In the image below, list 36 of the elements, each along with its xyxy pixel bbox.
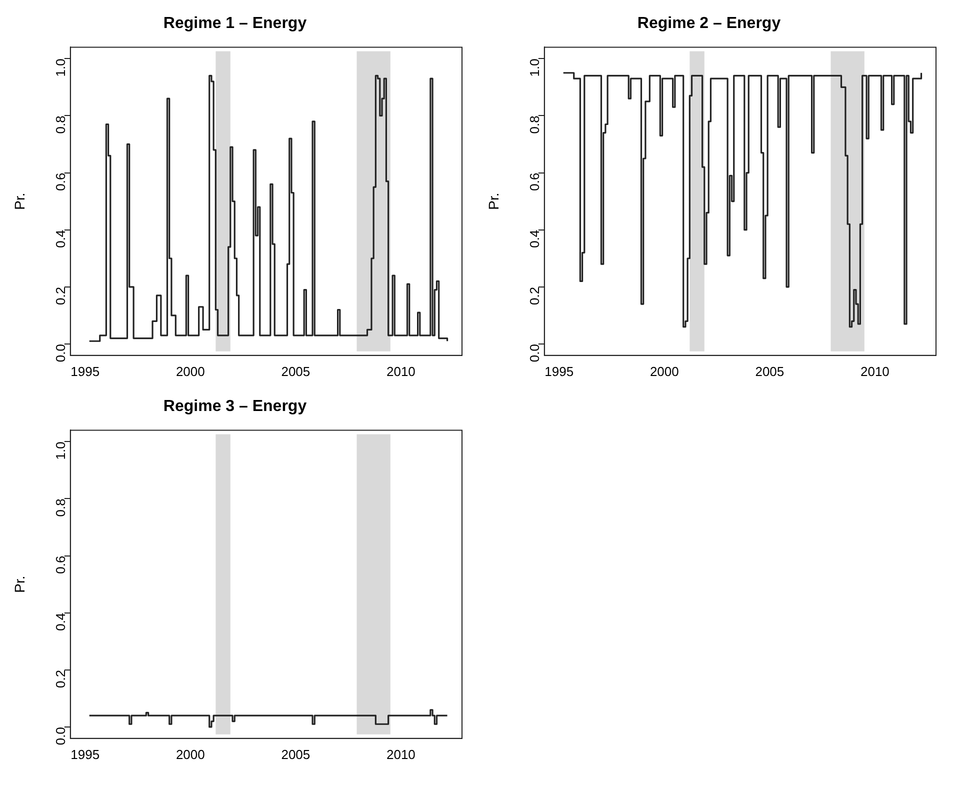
chart-title: Regime 1 – Energy (163, 15, 307, 32)
y-tick-label: 0.8 (526, 116, 542, 134)
y-tick-label: 1.0 (52, 58, 68, 77)
y-tick-label: 0.6 (526, 172, 542, 191)
y-tick-label: 0.4 (52, 230, 68, 248)
x-tick-label: 2005 (755, 364, 784, 379)
x-tick-label: 2010 (860, 364, 890, 379)
y-tick-label: 0.6 (52, 556, 68, 574)
x-tick-label: 2010 (386, 746, 416, 762)
y-tick-label: 0.6 (52, 172, 68, 191)
y-tick-label: 1.0 (52, 442, 68, 460)
y-tick-label: 0.4 (52, 612, 68, 631)
x-tick-label: 2000 (176, 746, 205, 762)
y-tick-label: 0.8 (52, 116, 68, 134)
x-tick-label: 1995 (544, 364, 574, 379)
y-tick-label: 0.0 (526, 344, 542, 362)
x-tick-label: 2010 (386, 364, 416, 379)
y-tick-label: 0.8 (52, 498, 68, 517)
y-axis-title: Pr. (485, 192, 502, 210)
y-tick-label: 0.2 (52, 286, 68, 305)
y-tick-label: 0.2 (52, 670, 68, 688)
y-tick-label: 0.0 (52, 726, 68, 746)
x-tick-label: 1995 (70, 746, 100, 762)
x-tick-label: 2000 (650, 364, 679, 379)
x-tick-label: 2000 (176, 364, 205, 379)
x-tick-label: 1995 (70, 364, 100, 379)
chart-title: Regime 3 – Energy (163, 398, 307, 416)
y-tick-label: 0.0 (52, 344, 68, 362)
y-tick-label: 0.2 (526, 286, 542, 305)
y-tick-label: 0.4 (526, 230, 542, 248)
y-axis-title: Pr. (11, 576, 28, 593)
y-tick-label: 1.0 (526, 58, 542, 77)
y-axis-title: Pr. (11, 192, 28, 210)
x-tick-label: 2005 (281, 364, 310, 379)
chart-title: Regime 2 – Energy (637, 15, 781, 32)
x-tick-label: 2005 (281, 746, 310, 762)
